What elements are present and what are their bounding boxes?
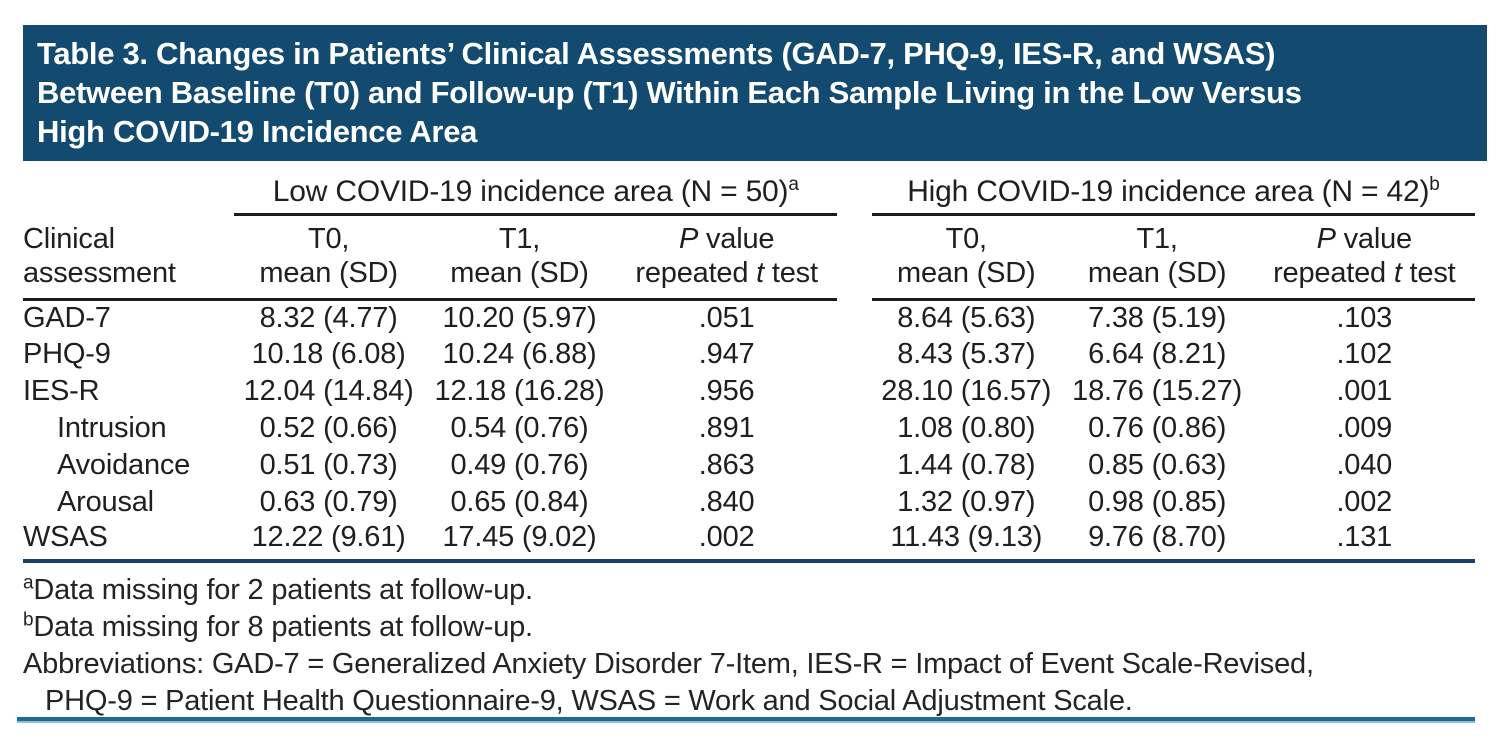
cell-high-t0: 1.44 (0.78)	[897, 449, 1036, 481]
cell-high-p: .002	[1336, 486, 1393, 518]
table-title-banner: Table 3. Changes in Patients’ Clinical A…	[23, 25, 1487, 161]
group-header-high: High COVID-19 incidence area (N = 42)b	[871, 170, 1475, 216]
row-label: Arousal	[57, 486, 154, 518]
group-low-label: Low COVID-19 incidence area (N = 50)	[272, 174, 789, 208]
cell-low-p: .863	[698, 449, 755, 481]
column-gap	[837, 214, 872, 299]
table-row-arousal: Arousal 0.63 (0.79) 0.65 (0.84) .840 1.3…	[23, 484, 1475, 521]
abbreviations-line2: PHQ-9 = Patient Health Questionnaire-9, …	[45, 685, 1133, 717]
row-label: WSAS	[23, 521, 235, 563]
cell-low-t1: 0.49 (0.76)	[450, 449, 589, 481]
column-header-row: Clinical assessment T0, mean (SD) T1, me…	[23, 214, 1475, 301]
cell-low-t0: 12.04 (14.84)	[243, 375, 414, 407]
cell-high-t1: 0.76 (0.86)	[1088, 412, 1227, 444]
group-header-row: Low COVID-19 incidence area (N = 50)a Hi…	[23, 170, 1475, 216]
table-row-wsas: WSAS 12.22 (9.61) 17.45 (9.02) .002 11.4…	[23, 521, 1475, 563]
cell-low-p: .002	[615, 521, 838, 563]
footnote-b: bData missing for 8 patients at follow-u…	[23, 609, 533, 643]
cell-low-p: .947	[698, 338, 755, 370]
cell-low-t0: 0.51 (0.73)	[259, 449, 398, 481]
table-row-phq9: PHQ-9 10.18 (6.08) 10.24 (6.88) .947 8.4…	[23, 336, 1475, 373]
cell-high-t1: 0.98 (0.85)	[1088, 486, 1227, 518]
row-label: GAD-7	[23, 301, 111, 334]
table-row-avoidance: Avoidance 0.51 (0.73) 0.49 (0.76) .863 1…	[23, 447, 1475, 484]
column-header-high-pvalue: P value repeated t test	[1253, 214, 1475, 301]
cell-high-t1: 18.76 (15.27)	[1072, 375, 1243, 407]
cell-low-p: .840	[698, 486, 755, 518]
column-header-low-t1: T1, mean (SD)	[423, 214, 616, 301]
table-row-intrusion: Intrusion 0.52 (0.66) 0.54 (0.76) .891 1…	[23, 410, 1475, 447]
cell-low-t0: 10.18 (6.08)	[251, 338, 406, 370]
group-header-low: Low COVID-19 incidence area (N = 50)a	[234, 170, 838, 216]
table-row-gad7: GAD-7 8.32 (4.77) 10.20 (5.97) .051 8.64…	[23, 299, 1475, 336]
group-header-spacer	[23, 170, 234, 214]
column-header-high-t0: T0, mean (SD)	[871, 214, 1061, 301]
column-header-low-pvalue: P value repeated t test	[615, 214, 838, 301]
cell-high-t1: 7.38 (5.19)	[1088, 301, 1227, 334]
cell-low-t0: 0.52 (0.66)	[259, 412, 398, 444]
clinical-assessment-table: Low COVID-19 incidence area (N = 50)a Hi…	[23, 170, 1475, 563]
footnote-a-marker: a	[23, 572, 34, 594]
bottom-rule-divider	[17, 717, 1475, 723]
abbreviations-line1: Abbreviations: GAD-7 = Generalized Anxie…	[23, 648, 1314, 680]
cell-high-t0: 1.08 (0.80)	[897, 412, 1036, 444]
cell-low-t0: 8.32 (4.77)	[259, 301, 398, 334]
group-high-label: High COVID-19 incidence area (N = 42)	[907, 174, 1430, 208]
cell-high-p: .040	[1336, 449, 1393, 481]
cell-high-p: .102	[1336, 338, 1393, 370]
cell-high-t1: 0.85 (0.63)	[1088, 449, 1227, 481]
column-header-high-t1: T1, mean (SD)	[1060, 214, 1254, 301]
cell-low-t1: 12.18 (16.28)	[434, 375, 605, 407]
table-row-iesr: IES-R 12.04 (14.84) 12.18 (16.28) .956 2…	[23, 373, 1475, 410]
cell-high-t0: 11.43 (9.13)	[871, 521, 1061, 563]
cell-high-p: .131	[1253, 521, 1475, 563]
cell-low-t1: 0.54 (0.76)	[450, 412, 589, 444]
group-high-footnote-marker: b	[1429, 173, 1440, 195]
cell-low-t0: 12.22 (9.61)	[234, 521, 424, 563]
cell-high-t0: 28.10 (16.57)	[881, 375, 1052, 407]
table-title-line1: Table 3. Changes in Patients’ Clinical A…	[37, 36, 1276, 71]
column-header-clinical-assessment: Clinical assessment	[23, 214, 235, 301]
row-label: Avoidance	[57, 449, 191, 481]
cell-low-t0: 0.63 (0.79)	[259, 486, 398, 518]
table-title-line3: High COVID-19 Incidence Area	[37, 114, 478, 149]
cell-high-p: .009	[1336, 412, 1393, 444]
footnote-b-marker: b	[23, 609, 34, 631]
cell-low-t1: 0.65 (0.84)	[450, 486, 589, 518]
cell-low-p: .051	[698, 301, 755, 334]
row-label: Intrusion	[57, 412, 167, 444]
cell-low-t1: 10.24 (6.88)	[442, 338, 597, 370]
cell-high-t0: 8.43 (5.37)	[897, 338, 1036, 370]
row-label: IES-R	[23, 375, 100, 407]
cell-high-t0: 1.32 (0.97)	[897, 486, 1036, 518]
table-footnotes: aData missing for 2 patients at follow-u…	[23, 572, 1489, 720]
cell-high-p: .103	[1336, 301, 1393, 334]
table-title-line2: Between Baseline (T0) and Follow-up (T1)…	[37, 75, 1302, 110]
group-low-footnote-marker: a	[788, 173, 799, 195]
cell-high-t1: 6.64 (8.21)	[1088, 338, 1227, 370]
group-gap	[837, 170, 872, 214]
cell-low-t1: 17.45 (9.02)	[423, 521, 616, 563]
cell-high-t0: 8.64 (5.63)	[897, 301, 1036, 334]
cell-low-t1: 10.20 (5.97)	[442, 301, 597, 334]
cell-low-p: .956	[698, 375, 755, 407]
footnote-a: aData missing for 2 patients at follow-u…	[23, 572, 533, 606]
cell-high-p: .001	[1336, 375, 1393, 407]
row-label: PHQ-9	[23, 338, 111, 370]
cell-low-p: .891	[698, 412, 755, 444]
cell-high-t1: 9.76 (8.70)	[1060, 521, 1254, 563]
column-header-low-t0: T0, mean (SD)	[234, 214, 424, 301]
